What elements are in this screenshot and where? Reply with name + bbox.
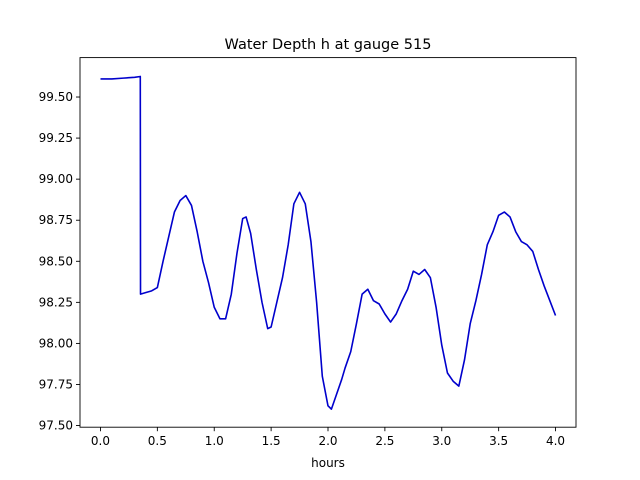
x-tick-label: 1.5 [262,434,281,448]
y-tick-label: 99.00 [39,172,73,186]
y-tick-label: 98.25 [39,295,73,309]
x-tick-label: 3.5 [489,434,508,448]
y-tick-label: 98.00 [39,336,73,350]
x-axis-label: hours [311,456,345,470]
y-tick-label: 98.50 [39,254,73,268]
y-tick-label: 97.75 [39,377,73,391]
x-tick-label: 2.5 [375,434,394,448]
series-line [100,75,557,410]
y-tick-label: 99.25 [39,131,73,145]
y-tick-label: 98.75 [39,213,73,227]
x-tick-label: 4.0 [546,434,565,448]
x-tick-label: 0.5 [148,434,167,448]
chart-title: Water Depth h at gauge 515 [225,37,432,53]
plot-frame [79,57,577,428]
x-tick-label: 3.0 [432,434,451,448]
x-tick-label: 1.0 [205,434,224,448]
x-axis: 0.0 0.5 1.0 1.5 2.0 2.5 3.0 3.5 4.0 [91,427,565,448]
y-tick-label: 97.50 [39,419,73,433]
x-tick-label: 2.0 [318,434,337,448]
y-axis: 97.50 97.75 98.00 98.25 98.50 98.75 99.00 99.25… [39,90,80,433]
x-tick-label: 0.0 [91,434,110,448]
y-tick-label: 99.50 [39,90,73,104]
